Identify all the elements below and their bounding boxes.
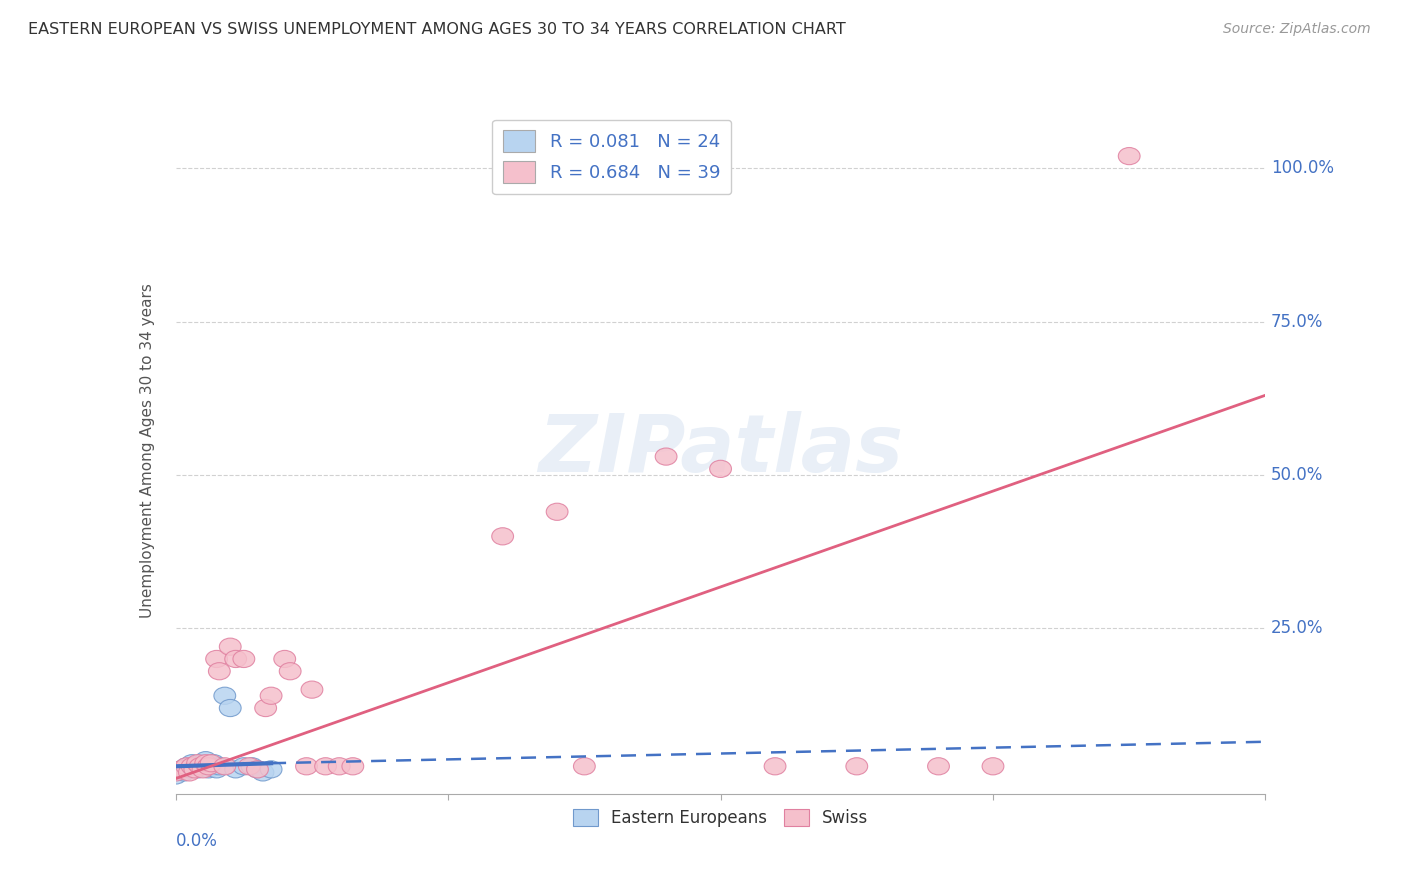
Ellipse shape bbox=[274, 650, 295, 667]
Ellipse shape bbox=[195, 752, 217, 769]
Ellipse shape bbox=[181, 757, 202, 775]
Ellipse shape bbox=[315, 757, 336, 775]
Ellipse shape bbox=[301, 681, 323, 698]
Ellipse shape bbox=[765, 757, 786, 775]
Ellipse shape bbox=[547, 503, 568, 520]
Legend: Eastern Europeans, Swiss: Eastern Europeans, Swiss bbox=[567, 802, 875, 834]
Ellipse shape bbox=[176, 757, 197, 775]
Ellipse shape bbox=[208, 663, 231, 680]
Ellipse shape bbox=[205, 761, 228, 778]
Ellipse shape bbox=[181, 755, 202, 772]
Ellipse shape bbox=[225, 650, 246, 667]
Text: 100.0%: 100.0% bbox=[1271, 160, 1334, 178]
Ellipse shape bbox=[981, 757, 1004, 775]
Text: 25.0%: 25.0% bbox=[1271, 619, 1323, 637]
Ellipse shape bbox=[173, 764, 195, 781]
Ellipse shape bbox=[260, 687, 283, 705]
Ellipse shape bbox=[574, 757, 595, 775]
Ellipse shape bbox=[214, 687, 236, 705]
Ellipse shape bbox=[1118, 147, 1140, 165]
Text: 0.0%: 0.0% bbox=[176, 831, 218, 850]
Ellipse shape bbox=[197, 761, 219, 778]
Ellipse shape bbox=[165, 767, 187, 784]
Ellipse shape bbox=[239, 757, 260, 775]
Ellipse shape bbox=[179, 761, 200, 778]
Text: 75.0%: 75.0% bbox=[1271, 313, 1323, 331]
Ellipse shape bbox=[208, 757, 231, 775]
Ellipse shape bbox=[246, 761, 269, 778]
Ellipse shape bbox=[165, 764, 187, 781]
Ellipse shape bbox=[184, 757, 205, 775]
Text: ZIPatlas: ZIPatlas bbox=[538, 411, 903, 490]
Text: 50.0%: 50.0% bbox=[1271, 466, 1323, 484]
Ellipse shape bbox=[190, 757, 211, 775]
Ellipse shape bbox=[197, 757, 219, 775]
Ellipse shape bbox=[200, 757, 222, 775]
Ellipse shape bbox=[202, 755, 225, 772]
Ellipse shape bbox=[184, 761, 205, 778]
Text: EASTERN EUROPEAN VS SWISS UNEMPLOYMENT AMONG AGES 30 TO 34 YEARS CORRELATION CHA: EASTERN EUROPEAN VS SWISS UNEMPLOYMENT A… bbox=[28, 22, 846, 37]
Ellipse shape bbox=[233, 757, 254, 775]
Y-axis label: Unemployment Among Ages 30 to 34 years: Unemployment Among Ages 30 to 34 years bbox=[141, 283, 155, 618]
Ellipse shape bbox=[187, 761, 208, 778]
Ellipse shape bbox=[492, 528, 513, 545]
Ellipse shape bbox=[205, 650, 228, 667]
Ellipse shape bbox=[242, 757, 263, 775]
Ellipse shape bbox=[179, 764, 200, 781]
Ellipse shape bbox=[195, 755, 217, 772]
Ellipse shape bbox=[280, 663, 301, 680]
Ellipse shape bbox=[846, 757, 868, 775]
Ellipse shape bbox=[655, 448, 678, 466]
Ellipse shape bbox=[190, 755, 211, 772]
Ellipse shape bbox=[219, 638, 242, 656]
Ellipse shape bbox=[176, 757, 197, 775]
Ellipse shape bbox=[214, 757, 236, 775]
Ellipse shape bbox=[246, 761, 269, 778]
Ellipse shape bbox=[219, 699, 242, 716]
Ellipse shape bbox=[200, 755, 222, 772]
Ellipse shape bbox=[170, 761, 193, 778]
Ellipse shape bbox=[187, 755, 208, 772]
Ellipse shape bbox=[260, 761, 283, 778]
Ellipse shape bbox=[342, 757, 364, 775]
Ellipse shape bbox=[710, 460, 731, 477]
Ellipse shape bbox=[329, 757, 350, 775]
Ellipse shape bbox=[170, 761, 193, 778]
Ellipse shape bbox=[193, 761, 214, 778]
Ellipse shape bbox=[193, 757, 214, 775]
Ellipse shape bbox=[225, 761, 246, 778]
Ellipse shape bbox=[254, 699, 277, 716]
Ellipse shape bbox=[233, 650, 254, 667]
Ellipse shape bbox=[252, 764, 274, 781]
Ellipse shape bbox=[928, 757, 949, 775]
Ellipse shape bbox=[295, 757, 318, 775]
Text: Source: ZipAtlas.com: Source: ZipAtlas.com bbox=[1223, 22, 1371, 37]
